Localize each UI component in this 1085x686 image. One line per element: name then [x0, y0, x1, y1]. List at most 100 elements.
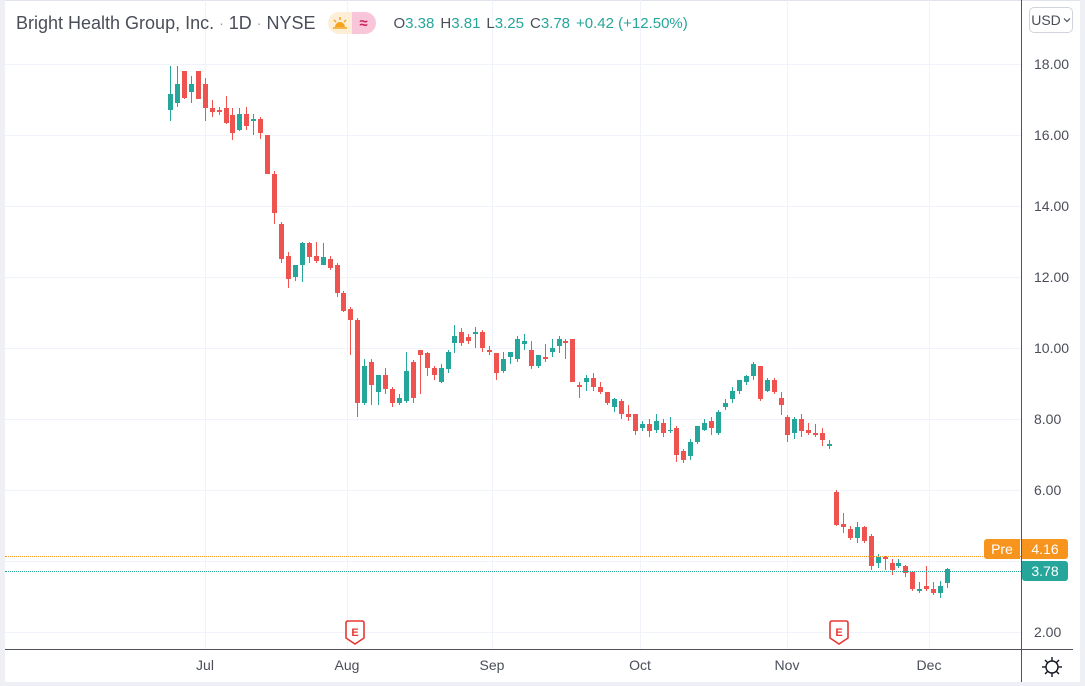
separator: ·	[219, 15, 224, 31]
candle-body	[785, 417, 790, 435]
candle-body	[924, 585, 929, 590]
candle-wick	[815, 424, 816, 437]
candle-body	[362, 365, 367, 404]
candle-body	[369, 362, 374, 386]
candle-body	[494, 353, 499, 373]
candle-body	[411, 362, 416, 398]
candle-body	[792, 419, 797, 434]
candle-body	[314, 255, 319, 261]
price-tick-label: 8.00	[1034, 411, 1062, 427]
candle-body	[189, 83, 194, 93]
separator: ·	[256, 15, 262, 31]
grid-line-v	[787, 0, 788, 649]
price-tick-label: 6.00	[1034, 482, 1062, 498]
candle-wick	[170, 65, 171, 121]
candle-wick	[253, 113, 254, 135]
candle-body	[293, 264, 298, 277]
candle-body	[626, 413, 631, 418]
earnings-marker-nov[interactable]: E	[828, 620, 850, 646]
candle-body	[272, 174, 277, 214]
earnings-marker-aug[interactable]: E	[344, 620, 366, 646]
candle-body	[557, 339, 562, 347]
grid-line-h	[5, 561, 1021, 562]
candle-wick	[510, 351, 511, 364]
candle-wick	[926, 566, 927, 592]
candle-body	[612, 399, 617, 407]
left-edge	[0, 0, 5, 686]
grid-line-v	[205, 0, 206, 649]
grid-line-v	[492, 0, 493, 649]
candle-body	[744, 376, 749, 382]
candle-body	[855, 527, 860, 538]
candle-body	[446, 351, 451, 370]
time-tick-label: Oct	[629, 657, 651, 673]
candle-body	[647, 424, 652, 432]
approx-icon[interactable]: ≈	[351, 12, 376, 34]
candle-body	[709, 420, 714, 428]
candle-body	[432, 367, 437, 375]
candle-body	[716, 411, 721, 434]
sun-icon[interactable]	[327, 12, 352, 34]
candle-body	[237, 113, 242, 130]
candle-body	[945, 568, 950, 583]
candle-body	[848, 529, 853, 538]
open-value: 3.38	[405, 14, 435, 32]
currency-button[interactable]: USD	[1029, 7, 1073, 33]
candle-body	[681, 450, 686, 460]
candle-body	[779, 397, 784, 405]
candle-wick	[933, 582, 934, 595]
price-tick-label: 16.00	[1034, 127, 1070, 143]
candle-body	[383, 374, 388, 389]
candle-wick	[545, 344, 546, 363]
candle-body	[758, 365, 763, 400]
svg-text:E: E	[351, 627, 358, 639]
candle-body	[688, 442, 693, 457]
time-tick-label: Aug	[334, 657, 360, 673]
candle-body	[661, 422, 666, 434]
candle-body	[820, 433, 825, 441]
candle-body	[501, 358, 506, 372]
candle-body	[459, 332, 464, 343]
candle-body	[806, 429, 811, 434]
grid-line-h	[5, 135, 1021, 136]
time-tick-label: Dec	[916, 657, 942, 673]
candle-body	[876, 557, 881, 563]
candle-body	[903, 566, 908, 574]
candle-body	[210, 108, 215, 112]
symbol-title[interactable]: Bright Health Group, Inc.	[16, 12, 215, 33]
candle-body	[300, 243, 305, 265]
pre-market-price-tag: 4.16	[1022, 539, 1068, 559]
candle-body	[591, 378, 596, 388]
candle-body	[355, 319, 360, 404]
legend-header: Bright Health Group, Inc. · 1D · NYSE ≈ …	[16, 9, 688, 37]
candle-wick	[919, 582, 920, 593]
candle-body	[674, 427, 679, 455]
candle-body	[439, 367, 444, 382]
candle-body	[633, 413, 638, 432]
candle-wick	[565, 339, 566, 359]
candle-body	[203, 83, 208, 109]
chevron-down-icon	[1063, 18, 1071, 23]
candle-body	[529, 349, 534, 366]
candle-body	[910, 571, 915, 590]
price-tick-label: 14.00	[1034, 198, 1070, 214]
candle-body	[480, 332, 485, 348]
price-tick-label: 10.00	[1034, 340, 1070, 356]
low-value: 3.25	[494, 14, 524, 32]
candle-body	[251, 119, 256, 121]
gear-icon[interactable]	[1041, 656, 1063, 678]
candle-body	[418, 349, 423, 356]
ohlc-values: O3.38 H3.81 L3.25 C3.78 +0.42 (+12.50%)	[394, 15, 688, 32]
last-price-tag: 3.78	[1022, 561, 1068, 581]
candle-body	[605, 392, 610, 404]
pre-market-price-line	[5, 556, 1021, 557]
candle-body	[466, 337, 471, 341]
candle-body	[598, 387, 603, 393]
candle-body	[168, 94, 173, 111]
currency-label: USD	[1031, 12, 1061, 28]
grid-line-v	[347, 0, 348, 649]
candle-body	[931, 589, 936, 593]
candle-body	[348, 308, 353, 320]
axis-corner-border	[1021, 649, 1073, 650]
candle-body	[723, 403, 728, 407]
